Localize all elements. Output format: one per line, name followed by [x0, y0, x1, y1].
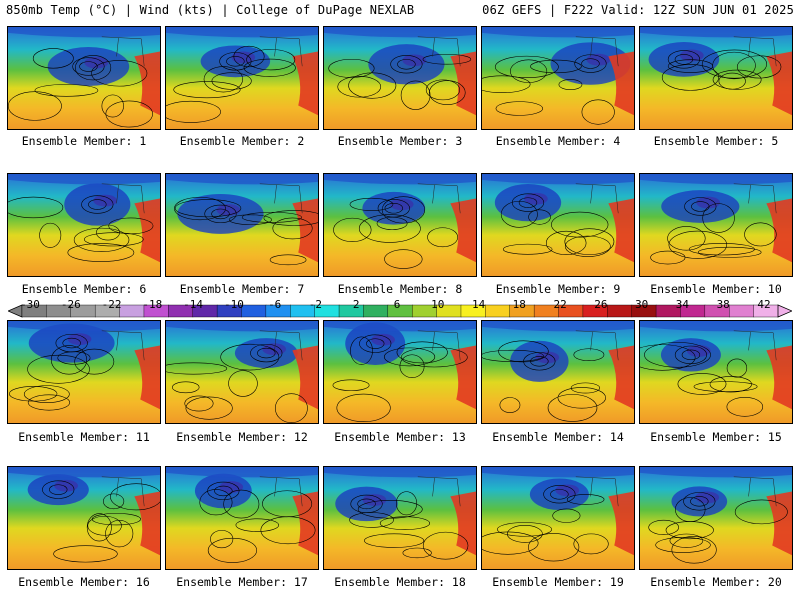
- ensemble-member-map: [323, 26, 477, 130]
- ensemble-member-map: [481, 173, 635, 277]
- color-scale-tick-label: 18: [512, 298, 526, 311]
- model-run-valid-time: 06Z GEFS | F222 Valid: 12Z SUN JUN 01 20…: [482, 3, 794, 17]
- ensemble-member-caption: Ensemble Member: 14: [492, 430, 624, 444]
- ensemble-member-map: [7, 26, 161, 130]
- color-scale-tick-label: 34: [675, 298, 690, 311]
- ensemble-member-caption: Ensemble Member: 10: [650, 282, 782, 296]
- color-scale-tick-label: -10: [223, 298, 244, 311]
- color-scale-tick-label: 26: [594, 298, 608, 311]
- ensemble-member-map: [481, 26, 635, 130]
- color-scale-tick-label: 30: [635, 298, 649, 311]
- ensemble-member-caption: Ensemble Member: 8: [337, 282, 463, 296]
- ensemble-member-caption: Ensemble Member: 2: [179, 134, 305, 148]
- ensemble-member-map: [7, 320, 161, 424]
- ensemble-member-map: [165, 320, 319, 424]
- color-scale-tick-label: 42: [757, 298, 771, 311]
- ensemble-member-caption: Ensemble Member: 6: [21, 282, 147, 296]
- ensemble-member-map: [165, 466, 319, 570]
- ensemble-member-caption: Ensemble Member: 18: [334, 575, 466, 589]
- color-scale-tick-label: 10: [431, 298, 445, 311]
- color-scale-tick-label: -18: [142, 298, 163, 311]
- ensemble-member-map: [639, 26, 793, 130]
- ensemble-member-caption: Ensemble Member: 1: [21, 134, 147, 148]
- color-scale-tick-label: -30: [20, 298, 40, 311]
- temperature-color-scale: [8, 304, 792, 318]
- ensemble-member-caption: Ensemble Member: 13: [334, 430, 466, 444]
- ensemble-member-caption: Ensemble Member: 12: [176, 430, 308, 444]
- color-scale-tick-label: -2: [308, 298, 323, 311]
- ensemble-member-map: [481, 466, 635, 570]
- color-scale-tick-label: -14: [183, 298, 204, 311]
- color-scale-tick-label: 14: [471, 298, 486, 311]
- ensemble-member-caption: Ensemble Member: 15: [650, 430, 782, 444]
- ensemble-member-map: [639, 466, 793, 570]
- ensemble-member-map: [323, 320, 477, 424]
- color-scale-tick-label: -26: [60, 298, 81, 311]
- ensemble-member-map: [165, 26, 319, 130]
- ensemble-member-map: [323, 466, 477, 570]
- ensemble-member-map: [639, 320, 793, 424]
- ensemble-member-caption: Ensemble Member: 11: [18, 430, 150, 444]
- ensemble-member-map: [481, 320, 635, 424]
- ensemble-member-caption: Ensemble Member: 9: [495, 282, 621, 296]
- ensemble-member-caption: Ensemble Member: 7: [179, 282, 305, 296]
- ensemble-member-map: [165, 173, 319, 277]
- ensemble-member-map: [7, 466, 161, 570]
- color-scale-tick-label: 2: [352, 298, 360, 311]
- ensemble-member-caption: Ensemble Member: 20: [650, 575, 782, 589]
- ensemble-member-map: [323, 173, 477, 277]
- ensemble-member-caption: Ensemble Member: 3: [337, 134, 463, 148]
- ensemble-member-caption: Ensemble Member: 5: [653, 134, 779, 148]
- color-scale-tick-label: -22: [101, 298, 122, 311]
- color-scale-tick-label: -6: [268, 298, 282, 311]
- color-scale-tick-label: 38: [716, 298, 730, 311]
- color-scale-tick-label: 22: [553, 298, 567, 311]
- ensemble-member-caption: Ensemble Member: 19: [492, 575, 624, 589]
- ensemble-member-map: [7, 173, 161, 277]
- ensemble-member-caption: Ensemble Member: 4: [495, 134, 621, 148]
- color-scale-tick-label: 6: [393, 298, 401, 311]
- map-title: 850mb Temp (°C) | Wind (kts) | College o…: [6, 3, 415, 17]
- ensemble-member-caption: Ensemble Member: 17: [176, 575, 308, 589]
- ensemble-member-map: [639, 173, 793, 277]
- ensemble-member-caption: Ensemble Member: 16: [18, 575, 150, 589]
